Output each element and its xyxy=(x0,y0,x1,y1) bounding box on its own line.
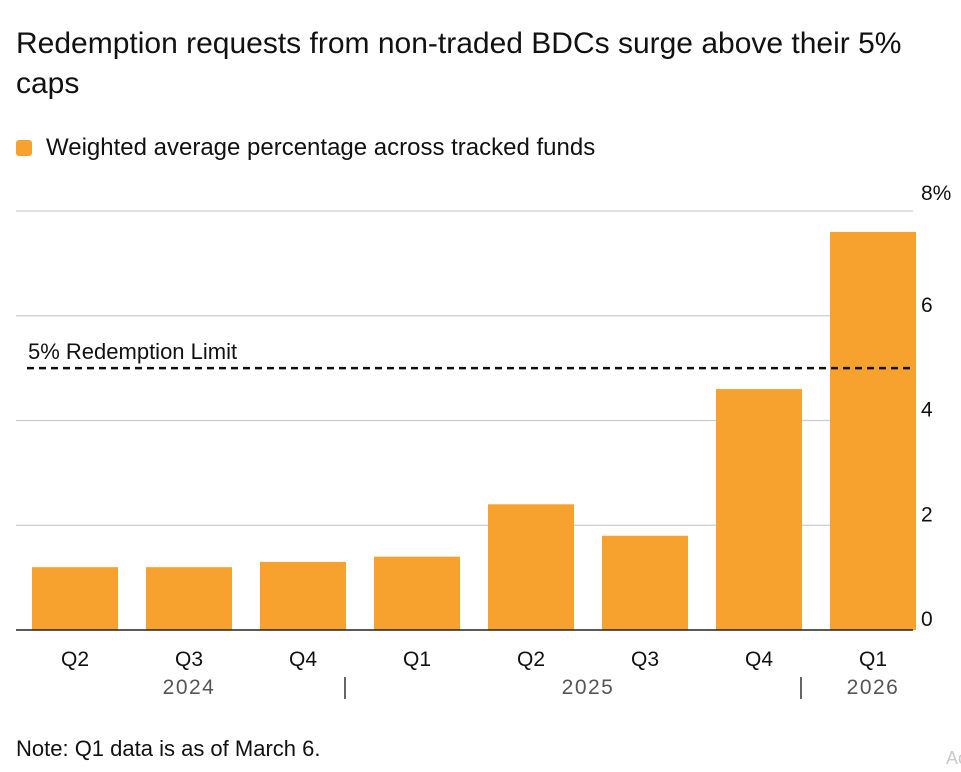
x-tick-label: Q1 xyxy=(859,648,887,671)
x-tick-label: Q3 xyxy=(631,648,659,671)
y-tick-label: 2 xyxy=(921,503,933,526)
bar xyxy=(602,535,688,630)
bar xyxy=(260,561,346,630)
legend: Weighted average percentage across track… xyxy=(16,134,595,162)
bar xyxy=(146,567,232,630)
year-label: 2025 xyxy=(562,676,615,699)
y-tick-label: 4 xyxy=(921,399,933,422)
y-tick-label: 0 xyxy=(921,608,933,631)
watermark: Ac xyxy=(946,748,961,768)
legend-swatch xyxy=(16,140,32,156)
bar xyxy=(830,231,916,630)
y-tick-label: 8% xyxy=(921,182,951,205)
redemption-limit-label: 5% Redemption Limit xyxy=(28,339,237,364)
bar xyxy=(716,389,802,630)
x-tick-label: Q4 xyxy=(745,648,773,671)
year-label: 2024 xyxy=(163,676,216,699)
legend-label: Weighted average percentage across track… xyxy=(46,134,596,161)
chart-title: Redemption requests from non-traded BDCs… xyxy=(16,27,902,100)
x-tick-label: Q4 xyxy=(289,648,317,671)
x-tick-label: Q2 xyxy=(61,648,89,671)
bar xyxy=(32,567,118,630)
y-tick-label: 6 xyxy=(921,294,933,317)
footnote: Note: Q1 data is as of March 6. xyxy=(16,736,321,761)
x-tick-label: Q1 xyxy=(403,648,431,671)
year-label: 2026 xyxy=(847,676,900,699)
bar xyxy=(488,504,574,630)
x-tick-label: Q3 xyxy=(175,648,203,671)
bar xyxy=(374,556,460,630)
x-tick-label: Q2 xyxy=(517,648,545,671)
